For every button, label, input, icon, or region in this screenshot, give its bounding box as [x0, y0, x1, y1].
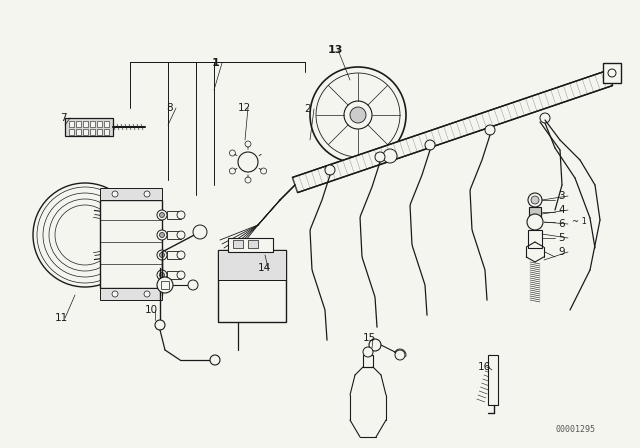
- Bar: [233, 240, 243, 248]
- Text: 9: 9: [558, 247, 564, 257]
- Bar: [90, 121, 95, 127]
- Circle shape: [245, 141, 251, 147]
- Circle shape: [144, 291, 150, 297]
- Circle shape: [608, 69, 616, 77]
- Circle shape: [528, 193, 542, 207]
- Circle shape: [245, 177, 251, 183]
- Bar: [69, 121, 74, 127]
- Bar: [83, 129, 88, 135]
- Text: 10: 10: [145, 305, 158, 315]
- Bar: [104, 121, 109, 127]
- Text: 12: 12: [238, 103, 252, 113]
- Bar: [167, 271, 181, 279]
- Circle shape: [531, 196, 539, 204]
- Text: 1: 1: [212, 58, 220, 68]
- Circle shape: [527, 214, 543, 230]
- Circle shape: [383, 149, 397, 163]
- Circle shape: [159, 272, 164, 277]
- Text: 8: 8: [166, 103, 173, 113]
- Circle shape: [485, 125, 495, 135]
- Text: 00001295: 00001295: [555, 426, 595, 435]
- Circle shape: [112, 291, 118, 297]
- Bar: [83, 121, 88, 127]
- Bar: [218, 250, 286, 280]
- Circle shape: [363, 347, 373, 357]
- Text: 14: 14: [258, 263, 271, 273]
- Text: 15: 15: [363, 333, 376, 343]
- Circle shape: [375, 152, 385, 162]
- Bar: [228, 238, 273, 252]
- Bar: [97, 121, 102, 127]
- Circle shape: [344, 101, 372, 129]
- Bar: [488, 355, 498, 405]
- Bar: [529, 207, 541, 217]
- Text: 2: 2: [304, 104, 310, 114]
- Circle shape: [229, 168, 236, 174]
- Bar: [100, 200, 162, 288]
- Circle shape: [33, 183, 137, 287]
- Circle shape: [159, 212, 164, 217]
- Circle shape: [157, 277, 173, 293]
- Circle shape: [325, 165, 335, 175]
- Bar: [100, 288, 162, 300]
- Bar: [167, 211, 181, 219]
- Text: 4: 4: [558, 205, 564, 215]
- Bar: [97, 129, 102, 135]
- Bar: [90, 129, 95, 135]
- Bar: [104, 129, 109, 135]
- Circle shape: [310, 67, 406, 163]
- Circle shape: [395, 350, 405, 360]
- Text: 6: 6: [558, 219, 564, 229]
- Circle shape: [177, 271, 185, 279]
- Circle shape: [177, 211, 185, 219]
- Circle shape: [144, 191, 150, 197]
- Bar: [528, 230, 542, 248]
- Circle shape: [260, 168, 267, 174]
- Bar: [161, 281, 169, 289]
- Bar: [69, 129, 74, 135]
- Bar: [248, 240, 258, 248]
- Circle shape: [157, 250, 167, 260]
- Circle shape: [210, 355, 220, 365]
- Bar: [167, 251, 181, 259]
- Bar: [100, 188, 162, 200]
- Circle shape: [193, 225, 207, 239]
- Circle shape: [350, 107, 366, 123]
- Bar: [65, 118, 113, 136]
- Circle shape: [540, 113, 550, 123]
- Circle shape: [157, 230, 167, 240]
- Circle shape: [177, 251, 185, 259]
- Circle shape: [157, 210, 167, 220]
- Bar: [363, 355, 373, 367]
- Bar: [167, 231, 181, 239]
- Circle shape: [369, 339, 381, 351]
- Text: ~ 1: ~ 1: [572, 217, 587, 227]
- Circle shape: [177, 231, 185, 239]
- Circle shape: [188, 280, 198, 290]
- Circle shape: [155, 320, 165, 330]
- Circle shape: [229, 150, 236, 156]
- Text: 16: 16: [478, 362, 492, 372]
- Circle shape: [159, 233, 164, 237]
- Circle shape: [238, 152, 258, 172]
- Bar: [76, 121, 81, 127]
- Circle shape: [157, 270, 167, 280]
- Text: 11: 11: [55, 313, 68, 323]
- Polygon shape: [292, 70, 612, 193]
- Text: 5: 5: [558, 233, 564, 243]
- Bar: [218, 250, 286, 322]
- Circle shape: [112, 191, 118, 197]
- Circle shape: [159, 253, 164, 258]
- Circle shape: [425, 140, 435, 150]
- Text: 7: 7: [60, 113, 67, 123]
- Bar: [603, 63, 621, 83]
- Text: 13: 13: [328, 45, 344, 55]
- Bar: [76, 129, 81, 135]
- Text: 3: 3: [558, 191, 564, 201]
